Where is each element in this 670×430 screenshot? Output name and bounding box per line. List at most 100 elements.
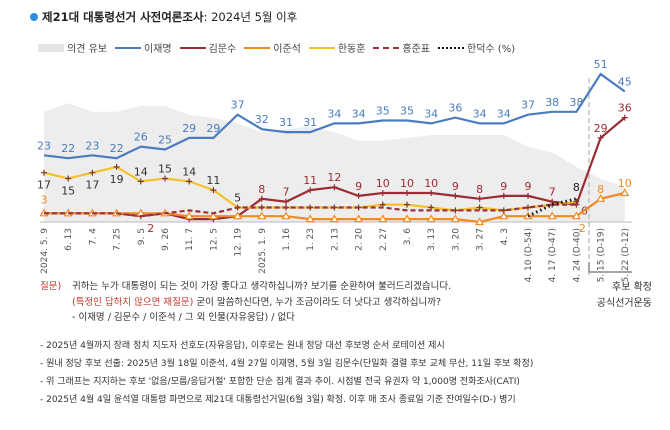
x-tick-label: 5. 15 (D-19) <box>597 228 607 282</box>
data-label: 8 <box>476 183 483 196</box>
undecided-area <box>44 103 625 222</box>
question-line1: 귀하는 누가 대통령이 되는 것이 가장 좋다고 생각하십니까? 보기를 순환하… <box>72 281 452 292</box>
legend-label: 이재명 <box>143 44 172 55</box>
legend-swatch <box>179 46 206 49</box>
title-sub: : 2024년 5월 이후 <box>203 10 298 24</box>
data-point <box>621 114 628 121</box>
x-tick-label: 1. 23 <box>306 228 316 251</box>
data-point <box>208 211 218 220</box>
data-point <box>596 194 606 202</box>
data-label: 34 <box>327 107 341 120</box>
question-line2-text: 굳이 말씀하신다면, 누가 조금이라도 더 낫다고 생각하십니까? <box>193 297 442 308</box>
data-label: 31 <box>303 116 317 129</box>
data-point <box>547 211 557 220</box>
data-label: 10 <box>400 177 414 190</box>
data-label: 8 <box>573 181 580 194</box>
data-point <box>476 204 483 211</box>
data-point <box>475 217 485 226</box>
footnote: - 2025년 4월까지 장래 정치 지도자 선호도(자유응답), 이후로는 원… <box>40 341 445 351</box>
data-point <box>476 195 483 202</box>
data-label: 12 <box>327 171 341 184</box>
data-point <box>499 211 509 220</box>
data-point <box>331 184 338 191</box>
data-label: 35 <box>400 105 414 118</box>
data-label: 9 <box>525 180 532 193</box>
data-point <box>525 192 531 199</box>
data-label: 37 <box>521 99 535 112</box>
data-point <box>404 190 410 196</box>
legend-swatch <box>244 46 271 49</box>
data-label: 34 <box>473 107 487 120</box>
data-point <box>184 211 194 220</box>
x-tick-label: 4. 17 (D-47) <box>548 228 558 282</box>
bullet-icon <box>30 13 38 21</box>
question-line3: - 이재명 / 김문수 / 이준석 / 그 외 인물(자유응답) / 없다 <box>72 312 295 323</box>
x-tick-label: 2. 20 <box>355 228 365 251</box>
data-label: 8 <box>597 183 604 196</box>
title-main: 제21대 대통령선거 사전여론조사 <box>42 10 204 24</box>
data-point <box>233 211 243 220</box>
data-point <box>404 201 410 208</box>
data-label: 15 <box>61 185 75 198</box>
data-point <box>283 198 289 205</box>
data-point <box>137 178 144 185</box>
x-tick-label: 3. 13 <box>427 228 437 251</box>
chart-title: 제21대 대통령선거 사전여론조사: 2024년 5월 이후 <box>30 9 297 25</box>
legend-swatch <box>373 46 400 49</box>
legend-han-dh: 한동훈 <box>308 40 365 55</box>
data-label: 34 <box>497 107 511 120</box>
footnote: - 원내 정당 후보 선출: 2025년 3월 18일 이준석, 4월 27일 … <box>40 359 534 369</box>
data-label: 14 <box>134 165 148 178</box>
data-label: 29 <box>182 122 196 135</box>
data-label: 17 <box>37 179 51 192</box>
data-point <box>354 214 364 223</box>
x-tick-label: 11. 7 <box>185 228 195 251</box>
legend-han-ds: 한덕수 (%) <box>438 40 515 55</box>
legend-label: 김문수 <box>208 44 237 55</box>
data-label: 26 <box>134 131 148 144</box>
data-label: 10 <box>424 177 438 190</box>
data-point <box>186 178 193 185</box>
data-point <box>428 190 435 196</box>
x-tick-label: 1. 16 <box>282 228 292 251</box>
data-point <box>452 192 459 199</box>
data-label: 22 <box>110 142 124 155</box>
data-point <box>257 211 267 220</box>
data-point <box>281 211 291 220</box>
data-point <box>426 214 436 223</box>
x-tick-label: 5. 22 (D-12) <box>621 228 631 282</box>
footnote: - 위 그래프는 지지하는 후보 '없음/모름/응답거절' 포함한 단순 집계 … <box>40 377 520 387</box>
data-label: 9 <box>452 180 459 193</box>
data-label: 11 <box>206 174 220 187</box>
footnote: - 2025년 4월 4일 윤석열 대통령 파면으로 제21대 대통령선거일(6… <box>40 395 516 405</box>
x-tick-label: 9. 26 <box>161 228 171 251</box>
data-point <box>355 192 362 199</box>
data-point <box>450 214 460 223</box>
data-point <box>379 190 386 196</box>
data-label: 5 <box>234 192 241 205</box>
question-label: 질문) <box>40 281 62 292</box>
question-line2: (특정인 답하지 않으면 재질문) 굳이 말씀하신다면, 누가 조금이라도 더 … <box>72 294 441 308</box>
data-label: 35 <box>376 105 390 118</box>
data-label: 36 <box>618 102 632 115</box>
data-label: 9 <box>500 180 507 193</box>
x-tick-label: 3. 20 <box>451 228 461 251</box>
data-point <box>402 214 412 223</box>
data-point <box>329 214 339 223</box>
x-tick-label: 2. 27 <box>379 228 389 251</box>
data-label: 29 <box>594 122 608 135</box>
x-tick-label: 2024. 5. 9 <box>40 228 50 274</box>
data-label: 45 <box>618 76 632 89</box>
x-tick-label: 4. 10 (D-54) <box>524 228 534 282</box>
series-lee_js: 3 2 8 10 <box>39 177 632 235</box>
legend-label: 홍준표 <box>402 44 431 55</box>
x-tick-label: 4. 3 <box>500 228 510 245</box>
legend-swatch <box>114 46 141 49</box>
data-label: 10 <box>618 177 632 190</box>
data-label: 7 <box>283 186 290 199</box>
data-label: 38 <box>569 96 583 109</box>
data-point <box>210 187 217 194</box>
x-tick-label: 9. 5 <box>137 228 147 245</box>
data-label: 22 <box>61 142 75 155</box>
